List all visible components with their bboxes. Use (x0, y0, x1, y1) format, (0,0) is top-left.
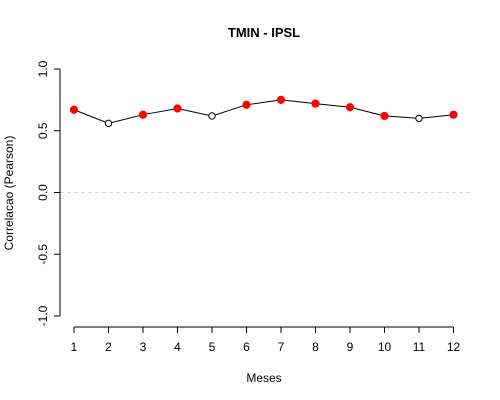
data-point-significant (345, 103, 355, 112)
x-axis-label: Meses (246, 371, 281, 385)
points-layer (69, 95, 458, 128)
axes: -1.0-0.50.00.51.01 2 3 4 5 6 7 8 9 10 11 12 (36, 60, 460, 354)
y-tick-label: -0.5 (36, 244, 50, 265)
data-point-significant (69, 105, 79, 114)
x-tick-label: 8 (312, 340, 319, 354)
x-tick-label: 10 (378, 340, 392, 354)
x-tick-label: 2 (105, 340, 112, 354)
series-line (73, 99, 454, 124)
data-point-significant (173, 104, 182, 113)
x-tick-label: 4 (174, 340, 181, 354)
series-layer (73, 99, 454, 124)
data-point (415, 114, 423, 123)
data-point-significant (449, 110, 458, 119)
x-tick-label: 5 (209, 340, 216, 354)
x-tick-label: 11 (413, 340, 426, 354)
x-tick-label: 6 (243, 340, 250, 354)
data-point-significant (380, 111, 389, 121)
x-tick-label: 1 (71, 340, 78, 354)
data-point (208, 112, 216, 120)
data-point-significant (276, 95, 286, 104)
y-tick-label: 0.0 (36, 184, 50, 201)
y-tick-label: 1.0 (36, 60, 50, 77)
data-point (104, 119, 113, 128)
y-axis-label: Correlacao (Pearson) (2, 136, 16, 251)
x-tick-label: 9 (347, 340, 354, 354)
x-tick-label: 7 (278, 340, 285, 354)
y-tick-label: 0.5 (36, 122, 50, 139)
data-point-significant (311, 99, 320, 108)
data-point-significant (138, 110, 148, 119)
data-point-significant (242, 100, 251, 109)
x-tick-label: 12 (447, 340, 461, 354)
y-tick-label: -1.0 (36, 305, 50, 326)
chart-title: TMIN - IPSL (228, 25, 300, 40)
x-tick-label: 3 (140, 340, 147, 354)
